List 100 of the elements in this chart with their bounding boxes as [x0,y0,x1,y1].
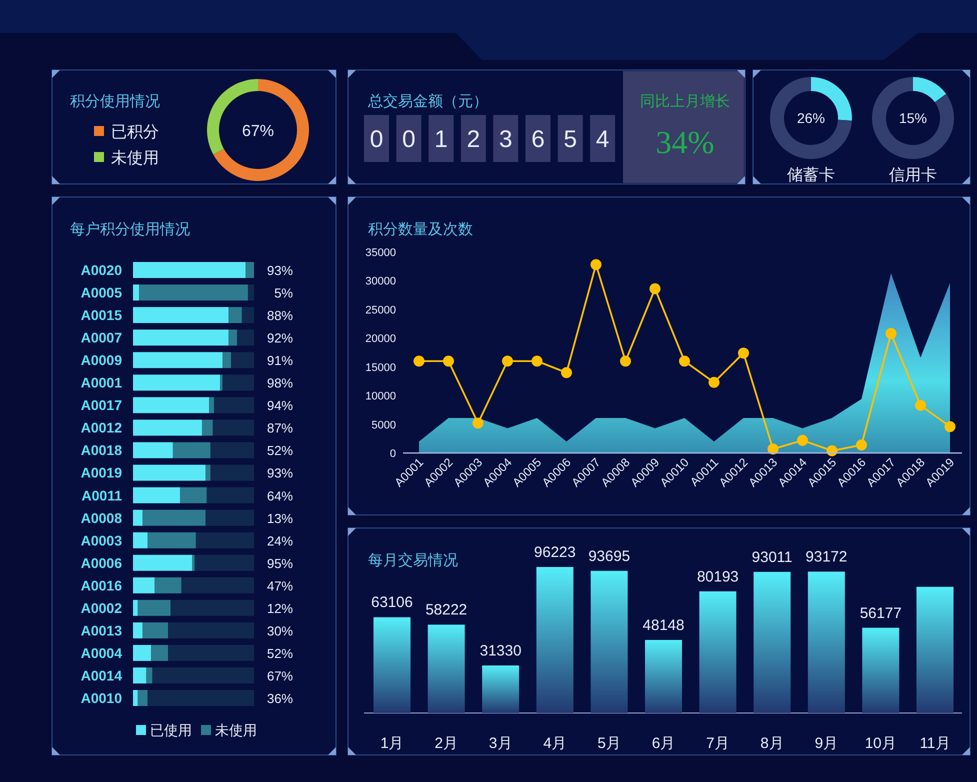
y-tick-label: 15000 [365,362,396,374]
y-tick-label: A0017 [80,397,122,414]
text: 15% [898,110,928,126]
bar [133,464,206,481]
chart-title: 每月交易情况 [368,552,458,569]
bar [133,600,138,616]
bar [202,420,213,436]
x-tick-label: 6月 [652,735,676,752]
text: 26% [796,110,826,126]
data-label: 31330 [480,642,522,660]
bar [142,622,168,638]
bar [180,487,207,504]
bar [138,600,171,616]
bar [699,591,736,713]
point [738,348,749,359]
bar [133,262,246,278]
bar [808,572,845,713]
bar [138,690,148,706]
x-tick-label: 4月 [543,735,567,752]
chart-title: 每户积分使用情况 [70,221,190,238]
bar [133,644,152,661]
x-tick-label: 8月 [760,735,784,752]
point [561,367,572,378]
bar [374,617,410,713]
point [679,356,690,367]
bar [237,330,254,346]
x-tick-label: 9月 [814,735,838,752]
bar [222,352,232,368]
bar [206,510,254,526]
bar [645,640,682,713]
text: 47% [266,578,294,594]
y-tick-label: A0003 [80,532,122,548]
bar [196,532,254,548]
bar [152,667,254,684]
bar [754,572,791,713]
text: 5 [564,126,577,153]
bar [210,464,254,481]
text: 2 [466,126,480,153]
x-tick-label: 3月 [488,735,512,752]
point [768,443,778,454]
bar [590,570,628,713]
donut-slice [770,77,852,159]
text: 1 [434,126,448,153]
bar [212,420,254,436]
y-tick-label: A0008 [80,510,122,526]
data-label: 93172 [806,548,848,566]
bar [242,307,254,324]
text: 信用卡 [889,166,937,184]
bar [181,577,254,594]
y-tick-label: 30000 [365,276,396,288]
bar [133,307,229,324]
data-label: 80193 [696,568,739,586]
x-tick-label: 1月 [380,735,404,752]
legend-label: 已积分 [111,124,159,141]
point [915,400,926,411]
y-tick-label: A0009 [80,352,122,368]
chart-title: 积分数量及次数 [368,221,473,238]
bar [133,577,155,594]
bar [170,600,254,616]
data-label: 96223 [534,544,576,561]
text: 4 [596,126,610,153]
bar [168,644,254,661]
text: 52% [266,646,294,661]
bar [142,510,206,526]
point [443,356,454,367]
y-tick-label: 10000 [365,390,396,403]
text: 积分使用情况 [70,93,160,110]
y-tick-label: A0006 [80,554,122,571]
y-tick-label: A0020 [80,262,122,278]
bar [148,690,254,706]
bar [133,442,173,458]
bar [133,622,143,638]
y-tick-label: A0018 [80,442,122,458]
y-tick-label: A0004 [80,644,122,661]
text: 24% [266,533,294,548]
bar [133,284,140,301]
bar [209,397,214,414]
x-tick-label: 10月 [864,735,897,752]
y-tick-label: 20000 [365,333,396,346]
bar [428,624,465,713]
bar [133,330,229,346]
text: 93% [266,263,294,278]
bar [248,284,254,301]
data-label: 56177 [860,604,902,622]
donut-slice [872,77,954,159]
point [502,356,513,367]
legend-label: 已使用 [150,722,192,738]
text: 13% [266,510,294,526]
x-tick-label: 5月 [598,735,621,752]
bar [146,667,152,684]
text: 总交易金额（元） [367,93,488,110]
text: 同比上月增长 [640,93,730,110]
bar [168,622,254,638]
bar [862,628,900,713]
point [708,376,720,388]
text: 5% [274,286,294,301]
text: 92% [266,330,294,346]
bar [133,667,146,684]
bar [133,532,148,548]
point [856,439,867,450]
